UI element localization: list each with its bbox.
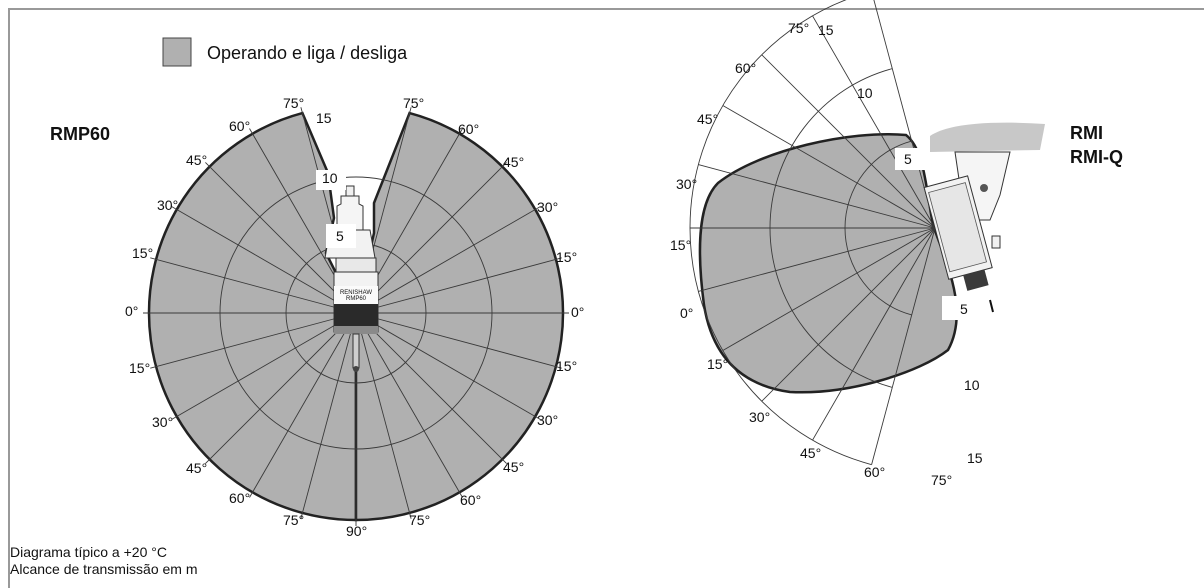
right-angle-30-top: 30° <box>676 176 697 192</box>
left-radial-line <box>205 162 357 314</box>
left-radial-line <box>355 312 507 464</box>
right-angle-75-top: 75° <box>788 20 809 36</box>
right-angle-45-bottom: 45° <box>800 445 821 461</box>
rmi-title: RMI <box>1070 123 1103 143</box>
legend-swatch <box>162 37 192 67</box>
right-angle-15-bottom: 15° <box>707 356 728 372</box>
frame-border <box>8 8 1204 588</box>
right-radial-grid <box>689 0 936 466</box>
left-angle-75-br: 75° <box>409 512 430 528</box>
left-angle-60-tl: 60° <box>229 118 250 134</box>
left-angle-0-right: 0° <box>571 304 584 320</box>
right-radial-line <box>761 54 936 229</box>
probe-brand-text: RENISHAW <box>340 290 372 296</box>
left-angle-15-tr: 15° <box>556 249 577 265</box>
right-angle-15-top: 15° <box>670 237 691 253</box>
left-coverage-lobe-right <box>354 111 565 522</box>
left-angle-30-bl: 30° <box>152 414 173 430</box>
left-radial-line <box>171 206 357 314</box>
left-radial-line <box>249 312 357 498</box>
left-angle-0-left: 0° <box>125 303 138 319</box>
left-range-label-bg-5 <box>326 224 356 248</box>
right-range-label-5-bottom: 5 <box>960 301 968 317</box>
rmi-q-title: RMI-Q <box>1070 147 1123 167</box>
right-radial-line <box>698 164 936 229</box>
left-angle-30-br: 30° <box>537 412 558 428</box>
left-angle-45-tr: 45° <box>503 154 524 170</box>
right-angle-30-bottom: 30° <box>749 409 770 425</box>
left-radial-line <box>355 312 463 498</box>
left-radial-line <box>150 257 357 314</box>
left-radial-line <box>355 312 412 519</box>
legend-label: Operando e liga / desliga <box>207 43 408 63</box>
left-radial-line <box>355 257 562 314</box>
right-radial-line <box>761 227 936 402</box>
left-radial-line <box>150 312 357 369</box>
right-range-label-15-top: 15 <box>818 22 834 38</box>
right-angle-60-bottom: 60° <box>864 464 885 480</box>
right-radial-line <box>722 105 936 229</box>
left-angle-30-tr: 30° <box>537 199 558 215</box>
right-range-label-15-bottom: 15 <box>967 450 983 466</box>
left-angle-90: 90° <box>346 523 367 539</box>
left-angle-15-bl: 15° <box>129 360 150 376</box>
rmi-diagram: RMI RMI-Q 15 10 5 5 10 15 75° 60° 45° 30… <box>670 0 1123 488</box>
left-range-label-bg-10 <box>316 170 346 190</box>
rmp60-diagram: RENISHAW RMP60 RMP60 15 10 5 75° 60° 45°… <box>50 95 584 539</box>
footer-line-1: Diagrama típico a +20 °C <box>10 544 167 560</box>
left-angle-75-bl: 75° <box>283 512 304 528</box>
left-angle-75-tr: 75° <box>403 95 424 111</box>
right-radial-line <box>812 15 936 229</box>
left-radial-line <box>355 206 541 314</box>
right-radial-line <box>871 227 936 465</box>
right-radial-line <box>812 227 936 441</box>
left-radial-grid <box>143 107 569 526</box>
probe-model-text: RMP60 <box>346 296 367 302</box>
right-radial-line <box>698 227 936 292</box>
left-angle-45-tl: 45° <box>186 152 207 168</box>
right-radial-line <box>722 227 936 351</box>
left-angle-45-bl: 45° <box>186 460 207 476</box>
left-angle-45-br: 45° <box>503 459 524 475</box>
left-range-label-10: 10 <box>322 170 338 186</box>
right-angle-75-bottom: 75° <box>931 472 952 488</box>
left-angle-15-tl: 15° <box>132 245 153 261</box>
left-radial-line <box>171 312 357 420</box>
right-angle-60-top: 60° <box>735 60 756 76</box>
left-range-label-15: 15 <box>316 110 332 126</box>
left-angle-30-tl: 30° <box>157 197 178 213</box>
left-radial-line <box>355 312 541 420</box>
rmp60-title: RMP60 <box>50 124 110 144</box>
footer-line-2: Alcance de transmissão em m <box>10 561 198 577</box>
rmi-receiver-drawing <box>923 122 1045 313</box>
right-angle-45-top: 45° <box>697 111 718 127</box>
left-angle-60-tr: 60° <box>458 121 479 137</box>
left-angle-60-br: 60° <box>460 492 481 508</box>
left-radial-line <box>355 312 562 369</box>
right-range-label-bg-5top <box>895 148 925 170</box>
right-range-label-10-top: 10 <box>857 85 873 101</box>
left-radial-line <box>355 162 507 314</box>
left-range-label-5: 5 <box>336 228 344 244</box>
right-range-label-10-bottom: 10 <box>964 377 980 393</box>
right-range-arc <box>689 0 872 466</box>
left-coverage-lobe-left <box>147 111 358 522</box>
left-angle-60-bl: 60° <box>229 490 250 506</box>
left-angle-75-tl: 75° <box>283 95 304 111</box>
left-angle-15-br: 15° <box>556 358 577 374</box>
right-range-label-5-top: 5 <box>904 151 912 167</box>
left-radial-line <box>300 312 357 519</box>
right-range-label-bg-5bottom <box>942 296 972 320</box>
right-angle-0: 0° <box>680 305 693 321</box>
left-radial-line <box>205 312 357 464</box>
